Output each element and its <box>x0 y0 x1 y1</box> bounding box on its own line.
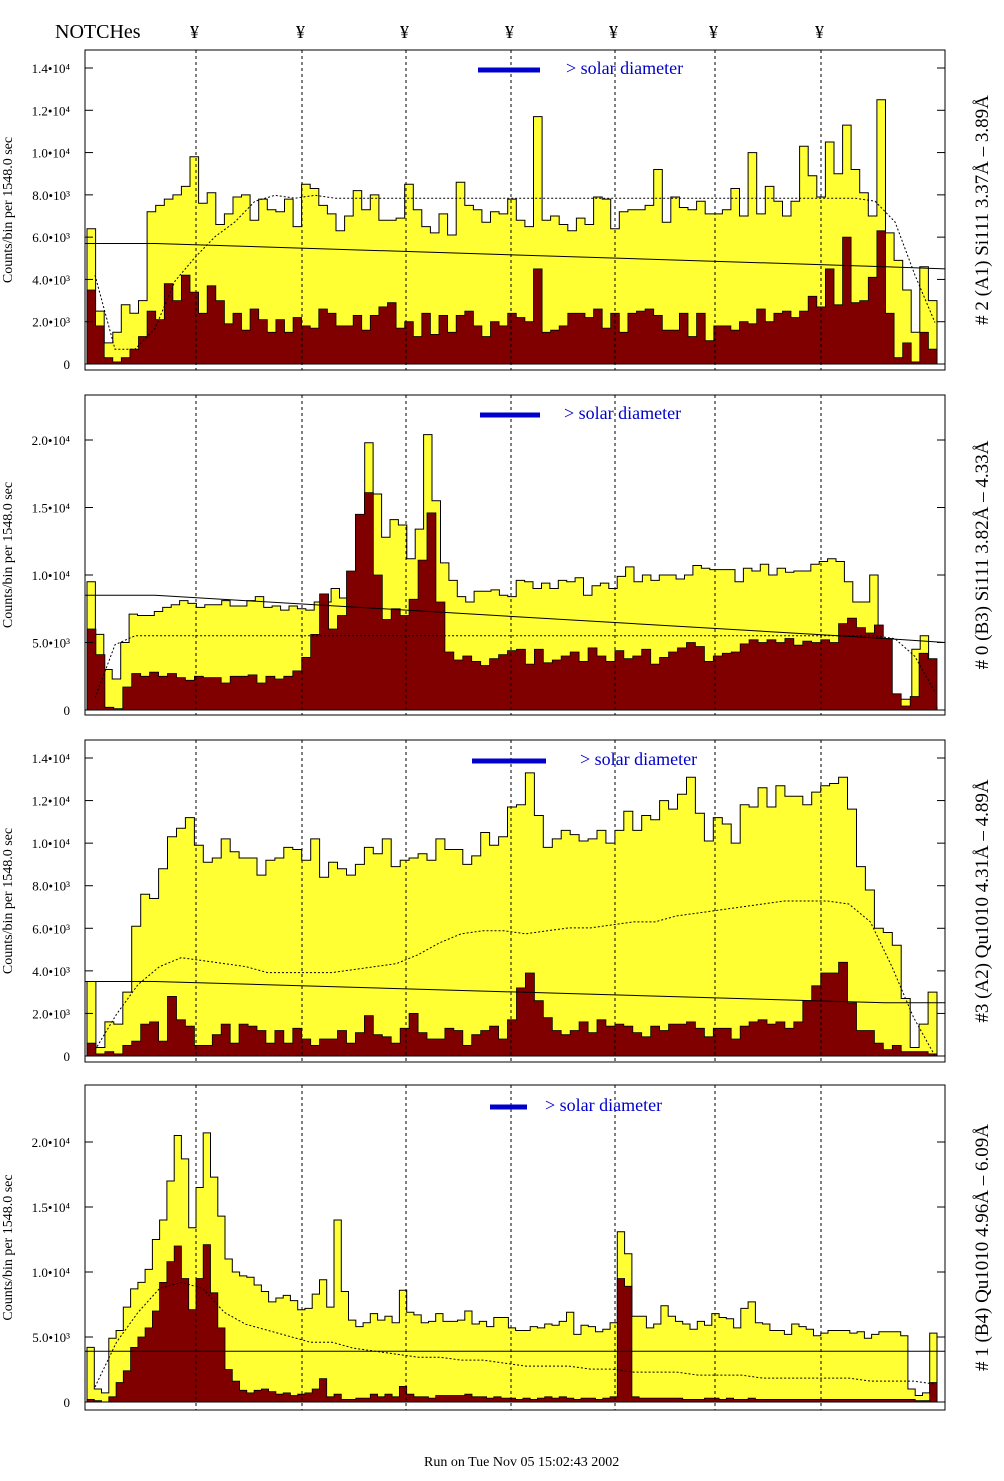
fit-curve <box>94 194 936 350</box>
notch-marker-7: ¥ <box>815 22 824 42</box>
y-tick-label: 1.0•10⁴ <box>32 146 71 161</box>
y-tick-label: 4.0•10³ <box>32 272 70 287</box>
fit-curve <box>94 1281 936 1388</box>
detector-label: # 2 (A1) Si111 3.37Å – 3.89Å <box>972 95 993 325</box>
y-tick-label: 6.0•10³ <box>32 921 70 936</box>
y-tick-label: 1.2•10⁴ <box>32 103 71 118</box>
detector-label: # 1 (B4) Qu1010 4.96Å – 6.09Å <box>972 1124 993 1371</box>
y-tick-label: 1.5•10⁴ <box>32 501 71 516</box>
notch-marker-3: ¥ <box>400 22 409 42</box>
y-axis-label: Counts/bin per 1548.0 sec <box>1 828 16 974</box>
solar-diameter-annotation: > solar diameter <box>545 1095 662 1115</box>
chart-panel-1: 0 2.0•10³ 4.0•10³ 6.0•10³ 8.0•10³ 1.0•10⁴ 1.2•… <box>1 49 993 372</box>
chart-panel-4: 0 5.0•10³ 1.0•10⁴ 1.5•10⁴ 2.0•10⁴ Counts/bin … <box>1 1084 993 1411</box>
y-tick-label: 1.0•10⁴ <box>32 836 71 851</box>
y-tick-label: 1.5•10⁴ <box>32 1200 71 1215</box>
y-tick-label: 5.0•10³ <box>32 1330 70 1345</box>
y-tick-label: 1.4•10⁴ <box>32 61 71 76</box>
series-total <box>86 434 938 711</box>
notch-marker-2: ¥ <box>296 22 305 42</box>
series-total <box>86 99 938 365</box>
y-tick-label: 2.0•10³ <box>32 1006 70 1021</box>
notch-marker-5: ¥ <box>609 22 618 42</box>
notches-label: NOTCHes <box>55 21 141 43</box>
chart-panels: 0 2.0•10³ 4.0•10³ 6.0•10³ 8.0•10³ 1.0•10⁴ 1.2•… <box>1 49 993 1411</box>
y-tick-label: 8.0•10³ <box>32 879 70 894</box>
y-tick-label: 5.0•10³ <box>32 636 70 651</box>
solar-diameter-annotation: > solar diameter <box>564 403 681 423</box>
y-tick-label: 6.0•10³ <box>32 230 70 245</box>
series-flare <box>86 230 938 365</box>
notch-marker-1: ¥ <box>190 22 199 42</box>
baseline-curve <box>85 594 946 643</box>
y-tick-label: 1.0•10⁴ <box>32 1265 71 1280</box>
y-tick-label: 8.0•10³ <box>32 188 70 203</box>
baseline-curve <box>85 243 946 270</box>
notch-marker-4: ¥ <box>505 22 514 42</box>
chart-panel-2: 0 5.0•10³ 1.0•10⁴ 1.5•10⁴ 2.0•10⁴ Counts/bin … <box>1 394 993 718</box>
solar-diameter-annotation: > solar diameter <box>566 58 683 78</box>
series-flare <box>86 961 938 1057</box>
y-tick-label: 2.0•10⁴ <box>32 1135 71 1150</box>
y-tick-label: 0 <box>64 357 71 372</box>
y-tick-label: 4.0•10³ <box>32 964 70 979</box>
y-axis-label: Counts/bin per 1548.0 sec <box>1 482 16 628</box>
series-total <box>86 1132 938 1403</box>
detector-label: #3 (A2) Qu1010 4.31Å – 4.89Å <box>972 779 993 1023</box>
detector-label: # 0 (B3) Si111 3.82Å – 4.33Å <box>972 440 993 669</box>
y-tick-label: 1.2•10⁴ <box>32 794 71 809</box>
y-tick-label: 1.0•10⁴ <box>32 568 71 583</box>
y-tick-label: 0 <box>64 703 71 718</box>
y-tick-label: 0 <box>64 1395 71 1410</box>
series-flare <box>86 1244 938 1403</box>
y-axis-label: Counts/bin per 1548.0 sec <box>1 1174 16 1320</box>
notch-marker-6: ¥ <box>709 22 718 42</box>
y-tick-label: 1.4•10⁴ <box>32 751 71 766</box>
y-tick-label: 2.0•10⁴ <box>32 433 71 448</box>
fit-curve <box>94 900 936 1057</box>
run-timestamp: Run on Tue Nov 05 15:02:43 2002 <box>424 1455 619 1470</box>
baseline-curve <box>85 981 945 1004</box>
chart-panel-3: 0 2.0•10³ 4.0•10³ 6.0•10³ 8.0•10³ 1.0•10⁴ 1.2•… <box>1 739 993 1064</box>
notch-markers: ¥ ¥ ¥ ¥ ¥ ¥ ¥ <box>190 22 824 42</box>
solar-diameter-annotation: > solar diameter <box>580 749 697 769</box>
series-flare <box>86 492 938 711</box>
y-tick-label: 2.0•10³ <box>32 315 70 330</box>
y-axis-label: Counts/bin per 1548.0 sec <box>1 137 16 283</box>
y-tick-label: 0 <box>64 1049 71 1064</box>
